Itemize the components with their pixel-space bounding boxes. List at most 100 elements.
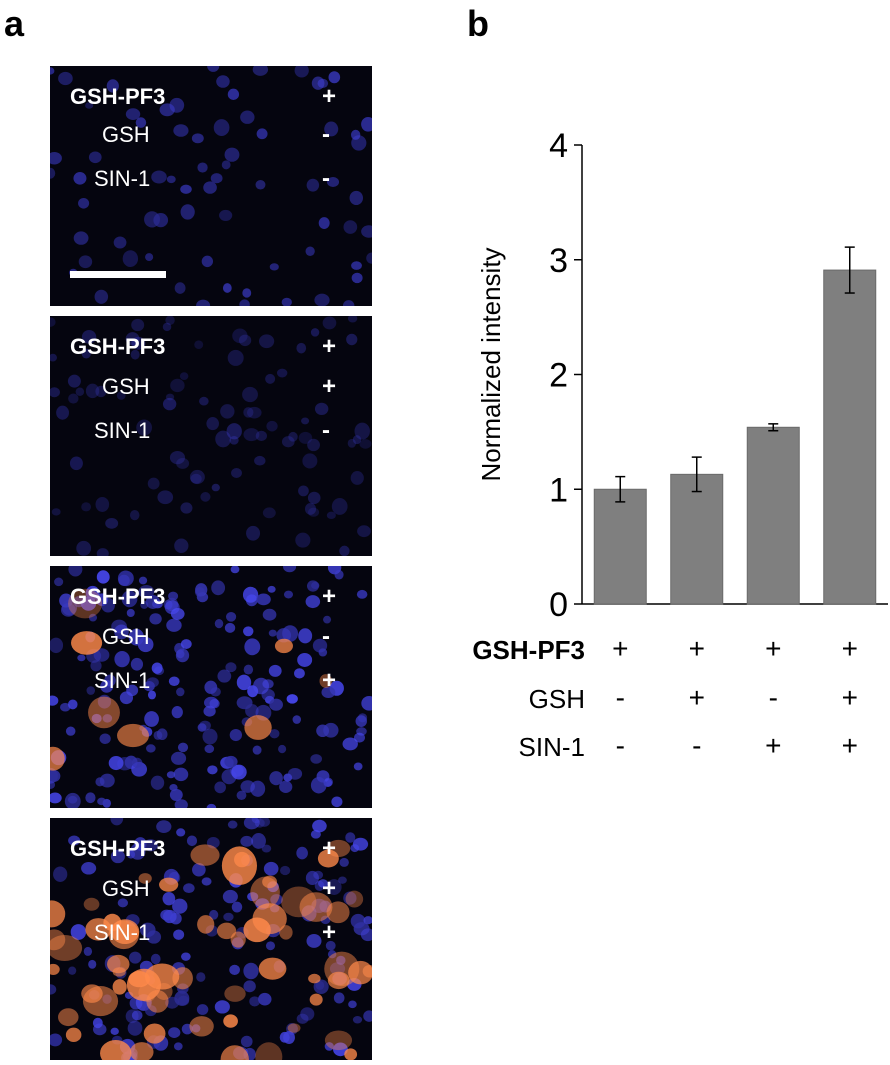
nucleus bbox=[85, 383, 100, 399]
nucleus bbox=[294, 66, 309, 78]
nucleus bbox=[162, 322, 172, 332]
nucleus bbox=[326, 879, 342, 895]
nucleus bbox=[169, 450, 186, 465]
probe-signal bbox=[107, 954, 130, 974]
nucleus bbox=[281, 297, 292, 306]
nucleus bbox=[153, 213, 169, 228]
probe-signal bbox=[255, 1042, 283, 1060]
nucleus bbox=[325, 940, 336, 951]
nucleus bbox=[231, 764, 247, 780]
condition-sign: + bbox=[765, 633, 782, 664]
nucleus bbox=[251, 832, 266, 849]
probe-signal bbox=[362, 964, 372, 978]
micrograph-label-gsh: GSH bbox=[102, 374, 150, 399]
nucleus bbox=[130, 657, 144, 671]
nucleus bbox=[99, 733, 111, 744]
nucleus bbox=[50, 167, 56, 179]
nucleus bbox=[136, 419, 153, 436]
nucleus bbox=[75, 387, 85, 396]
probe-signal bbox=[299, 892, 333, 922]
nucleus bbox=[250, 780, 266, 797]
nucleus bbox=[176, 687, 185, 697]
nucleus bbox=[151, 170, 167, 184]
nucleus bbox=[276, 368, 288, 378]
nucleus bbox=[199, 396, 209, 406]
nucleus bbox=[255, 430, 268, 441]
nucleus bbox=[121, 590, 138, 608]
micrograph-panel-1: GSH-PF3 + GSH - SIN-1 - bbox=[50, 66, 372, 306]
nucleus bbox=[179, 372, 189, 380]
nucleus bbox=[226, 423, 242, 440]
nucleus bbox=[88, 613, 98, 622]
nucleus bbox=[168, 1027, 181, 1038]
nucleus bbox=[253, 677, 270, 695]
nucleus bbox=[99, 773, 115, 788]
micrograph-sign-sin1: - bbox=[322, 165, 330, 192]
condition-label: SIN-1 bbox=[518, 732, 585, 762]
nucleus bbox=[263, 861, 279, 876]
nucleus bbox=[65, 726, 76, 736]
nucleus bbox=[117, 570, 134, 587]
nucleus bbox=[305, 246, 315, 256]
micrograph-panel-3: GSH-PF3 + GSH - SIN-1 + bbox=[50, 566, 372, 808]
nucleus bbox=[214, 619, 224, 629]
probe-signal bbox=[224, 985, 246, 1002]
nucleus bbox=[238, 334, 252, 347]
bar bbox=[746, 426, 800, 605]
nucleus bbox=[180, 502, 193, 514]
nucleus bbox=[227, 820, 238, 829]
nucleus bbox=[278, 744, 287, 754]
nucleus bbox=[177, 742, 189, 753]
nucleus bbox=[201, 255, 214, 268]
probe-signal bbox=[112, 979, 127, 995]
nucleus bbox=[183, 883, 195, 893]
nucleus bbox=[354, 732, 365, 743]
nucleus bbox=[283, 566, 297, 573]
nucleus bbox=[135, 117, 147, 128]
nucleus bbox=[353, 762, 363, 771]
nucleus bbox=[279, 780, 293, 793]
nucleus bbox=[194, 340, 204, 349]
nucleus bbox=[151, 662, 163, 674]
micrograph-sign-sin1: + bbox=[322, 919, 337, 946]
nucleus bbox=[92, 1017, 103, 1029]
nucleus bbox=[270, 894, 283, 906]
nucleus bbox=[159, 103, 175, 117]
nucleus bbox=[113, 236, 127, 249]
y-tick-label: 0 bbox=[549, 586, 568, 620]
nucleus bbox=[50, 353, 57, 362]
nucleus bbox=[130, 349, 140, 360]
nucleus bbox=[194, 587, 206, 598]
nucleus bbox=[85, 585, 100, 601]
nucleus bbox=[345, 832, 356, 843]
nucleus bbox=[131, 1010, 143, 1021]
nucleus bbox=[343, 220, 358, 234]
probe-signal bbox=[262, 875, 278, 889]
nucleus bbox=[231, 468, 242, 478]
nucleus bbox=[342, 737, 358, 751]
probe-signal bbox=[108, 920, 139, 950]
probe-signal bbox=[230, 931, 246, 948]
probe-signal bbox=[117, 723, 149, 748]
nucleus bbox=[68, 966, 77, 975]
micrograph-sign-gsh-pf3: + bbox=[322, 835, 337, 862]
nucleus bbox=[189, 469, 205, 485]
nucleus bbox=[288, 431, 298, 442]
bar bbox=[823, 269, 877, 605]
nucleus bbox=[225, 611, 237, 622]
probe-signal bbox=[345, 890, 364, 908]
nucleus bbox=[160, 909, 174, 921]
nucleus bbox=[192, 863, 206, 877]
nucleus bbox=[110, 1027, 119, 1036]
nucleus bbox=[207, 66, 220, 72]
nucleus bbox=[95, 385, 107, 398]
nucleus bbox=[347, 438, 356, 448]
nucleus bbox=[242, 288, 252, 298]
nucleus bbox=[327, 566, 342, 575]
probe-signal bbox=[190, 844, 220, 866]
nucleus bbox=[363, 916, 372, 925]
nucleus bbox=[232, 328, 248, 344]
nucleus bbox=[347, 316, 358, 323]
condition-label: GSH bbox=[528, 684, 585, 714]
nucleus bbox=[67, 699, 78, 710]
